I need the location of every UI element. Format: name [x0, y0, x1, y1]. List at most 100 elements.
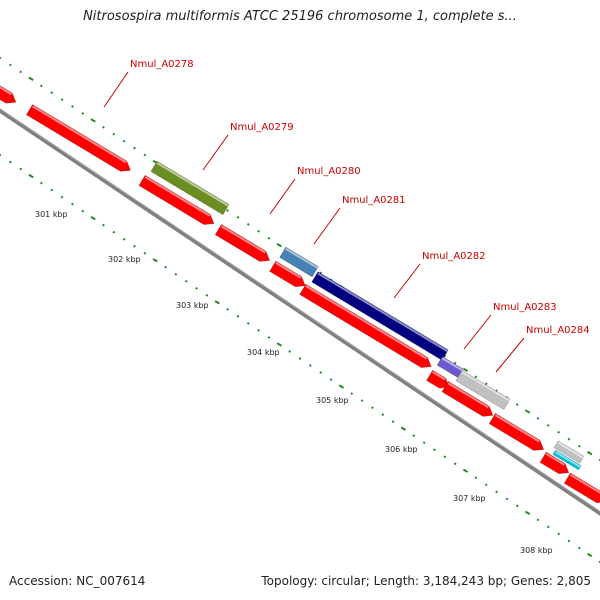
tick-mark-lower [28, 173, 34, 179]
gene-feature-green[interactable] [150, 160, 230, 216]
tick-mark-lower [71, 202, 74, 206]
tick-mark-lower [308, 364, 312, 367]
gene-feature-red[interactable] [299, 283, 435, 372]
gene-label-leader [495, 337, 525, 373]
gene-feature-red[interactable] [25, 104, 133, 175]
tick-mark-lower [546, 525, 550, 529]
gene-feature-red[interactable] [0, 82, 19, 108]
gene-feature-red[interactable] [539, 451, 572, 478]
tick-mark-lower [184, 279, 188, 283]
tick-mark-upper [536, 417, 540, 420]
tick-mark-upper [236, 216, 240, 219]
tick-mark-lower [495, 490, 498, 494]
backbone-line [0, 108, 600, 516]
tick-mark-lower [133, 244, 136, 248]
gene-label-leader [269, 178, 296, 215]
tick-mark-upper [257, 229, 260, 233]
tick-mark-lower [205, 293, 209, 297]
gene-feature-red[interactable] [441, 381, 496, 420]
tick-mark-lower [214, 300, 220, 305]
gene-feature-red[interactable] [138, 174, 217, 229]
tick-mark-lower [567, 539, 571, 543]
tick-mark-lower [474, 476, 478, 480]
tick-mark-lower [40, 181, 43, 185]
tick-mark-lower [102, 223, 105, 227]
tick-mark-lower [412, 434, 416, 438]
tick-mark-upper [515, 403, 519, 406]
tick-mark-lower [122, 237, 126, 241]
tick-mark-lower [586, 552, 593, 558]
tick-mark-lower [19, 167, 23, 171]
tick-mark-upper [8, 63, 12, 67]
gene-feature-red[interactable] [426, 369, 451, 392]
tick-mark-upper [133, 146, 136, 150]
tick-mark-upper [102, 125, 105, 129]
gene-feature-purple[interactable] [436, 356, 464, 378]
tick-mark-upper [546, 423, 550, 427]
gene-feature-steelblue[interactable] [279, 246, 319, 278]
tick-mark-lower [267, 336, 271, 339]
tick-mark-upper [453, 361, 457, 365]
gene-feature-red[interactable] [214, 223, 273, 265]
kbp-label: 304 kbp [247, 348, 280, 357]
backbone [0, 108, 600, 516]
gene-feature-red[interactable] [563, 472, 600, 507]
tick-mark-lower [257, 329, 260, 332]
tick-mark-lower [433, 448, 436, 452]
tick-mark-lower [329, 378, 333, 381]
tick-mark-lower [319, 371, 323, 374]
tick-mark-lower [50, 188, 54, 192]
gene-feature-grey[interactable] [455, 370, 511, 410]
kbp-label: 305 kbp [316, 396, 349, 405]
tick-mark-lower [288, 350, 292, 353]
tick-mark-upper [122, 139, 126, 143]
gene-feature-red[interactable] [488, 412, 547, 454]
gene-label[interactable]: Nmul_A0279 [230, 122, 294, 133]
gene-label[interactable]: Nmul_A0280 [297, 166, 361, 177]
tick-mark-upper [319, 271, 323, 275]
gene-labels: Nmul_A0278 Nmul_A0279 Nmul_A0280 Nmul_A0281… [130, 59, 590, 336]
gene-feature-navy[interactable] [311, 271, 449, 361]
tick-mark-upper [71, 105, 74, 108]
gene-feature-grey-small[interactable] [553, 440, 585, 464]
label-leaders [103, 71, 525, 373]
gene-label[interactable]: Nmul_A0283 [493, 302, 557, 313]
tick-mark-lower [557, 532, 560, 536]
tick-mark-upper [484, 382, 488, 386]
tick-mark-lower [0, 153, 2, 157]
tick-mark-upper [90, 118, 96, 123]
gene-label[interactable]: Nmul_A0284 [526, 325, 590, 336]
tick-mark-upper [276, 242, 282, 248]
gene-feature-red[interactable] [269, 260, 309, 291]
tick-mark-lower [195, 286, 198, 290]
kbp-label: 307 kbp [453, 494, 486, 503]
tick-mark-lower [505, 497, 509, 501]
gene-label[interactable]: Nmul_A0282 [422, 251, 486, 262]
accession-label: Accession: NC_007614 [9, 574, 146, 588]
tick-mark-lower [391, 420, 395, 424]
gene-label-leader [463, 314, 492, 350]
gene-label[interactable]: Nmul_A0281 [342, 195, 406, 206]
tick-mark-lower [422, 441, 426, 445]
gene-label[interactable]: Nmul_A0278 [130, 59, 194, 70]
tick-mark-upper [474, 375, 478, 379]
tick-mark-upper [462, 367, 469, 373]
tick-mark-lower [400, 426, 407, 431]
tick-mark-upper [567, 437, 571, 441]
tick-mark-lower [90, 216, 96, 221]
tick-mark-lower [8, 160, 12, 164]
tick-mark-upper [226, 209, 229, 212]
tick-mark-upper [267, 236, 271, 240]
tick-mark-lower [276, 342, 282, 347]
tick-mark-upper [19, 70, 23, 74]
tick-mark-upper [586, 450, 593, 456]
tick-mark-lower [515, 504, 519, 508]
tick-mark-lower [143, 251, 147, 255]
tick-mark-upper [577, 444, 581, 448]
tick-mark-upper [524, 409, 531, 414]
gene-label-leader [393, 263, 421, 299]
tick-mark-lower [443, 455, 447, 459]
tick-mark-lower [360, 399, 364, 402]
gene-feature-cyan[interactable] [552, 449, 582, 471]
